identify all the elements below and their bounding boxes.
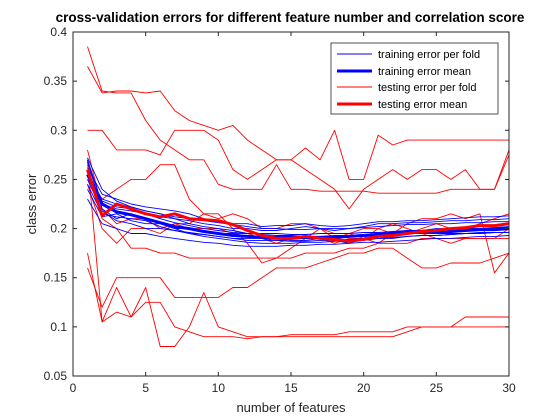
x-axis-label: number of features bbox=[236, 400, 346, 415]
legend-label: testing error per fold bbox=[378, 82, 476, 94]
x-tick-label: 25 bbox=[430, 381, 444, 395]
x-tick-label: 5 bbox=[142, 381, 149, 395]
y-axis-label: class error bbox=[24, 173, 39, 234]
x-tick-label: 20 bbox=[357, 381, 371, 395]
y-tick-label: 0.2 bbox=[50, 222, 67, 236]
legend-label: training error mean bbox=[378, 66, 471, 78]
y-tick-label: 0.25 bbox=[44, 172, 68, 186]
y-tick-label: 0.15 bbox=[44, 271, 68, 285]
x-tick-label: 30 bbox=[502, 381, 516, 395]
y-tick-label: 0.3 bbox=[50, 123, 67, 137]
y-tick-label: 0.35 bbox=[44, 74, 68, 88]
legend-label: testing error mean bbox=[378, 99, 467, 111]
x-tick-label: 10 bbox=[212, 381, 226, 395]
x-tick-label: 0 bbox=[70, 381, 77, 395]
legend: training error per fold training error m… bbox=[331, 43, 498, 114]
legend-label: training error per fold bbox=[378, 49, 480, 61]
x-tick-label: 15 bbox=[284, 381, 298, 395]
chart-title: cross-validation errors for different fe… bbox=[56, 10, 525, 25]
y-tick-label: 0.4 bbox=[50, 25, 67, 39]
y-tick-label: 0.1 bbox=[50, 320, 67, 334]
y-tick-label: 0.05 bbox=[44, 369, 68, 383]
